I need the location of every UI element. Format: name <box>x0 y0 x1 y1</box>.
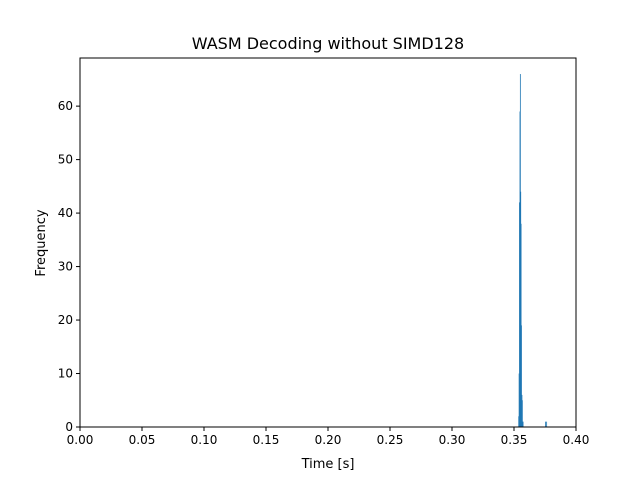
chart-title: WASM Decoding without SIMD128 <box>192 34 464 53</box>
histogram-bar <box>546 421 548 427</box>
x-axis-label: Time [s] <box>301 457 355 472</box>
y-tick-label: 10 <box>58 367 73 381</box>
y-tick-label: 60 <box>58 99 73 113</box>
x-axis-ticks: 0.00 0.05 0.10 0.15 0.20 0.25 0.30 0.35 0.40 <box>67 427 590 447</box>
x-tick-label: 0.20 <box>315 433 342 447</box>
x-tick-label: 0.35 <box>501 433 528 447</box>
y-tick-label: 40 <box>58 206 73 220</box>
y-axis-label: Frequency <box>34 209 49 276</box>
y-axis-ticks: 0 10 20 30 40 50 60 <box>58 99 80 434</box>
x-tick-label: 0.00 <box>67 433 94 447</box>
histogram-bar <box>545 421 546 427</box>
histogram-bar <box>521 325 522 427</box>
y-tick-label: 50 <box>58 153 73 167</box>
y-tick-label: 30 <box>58 260 73 274</box>
x-tick-label: 0.40 <box>563 433 590 447</box>
x-tick-label: 0.30 <box>439 433 466 447</box>
histogram-bar <box>521 400 523 427</box>
x-tick-label: 0.10 <box>191 433 218 447</box>
histogram-bars <box>518 74 548 427</box>
y-tick-label: 0 <box>65 420 73 434</box>
plot-frame <box>79 57 577 428</box>
histogram-bar <box>519 202 520 427</box>
histogram-bar <box>522 421 524 427</box>
x-tick-label: 0.15 <box>253 433 280 447</box>
x-tick-label: 0.25 <box>377 433 404 447</box>
y-tick-label: 20 <box>58 313 73 327</box>
x-tick-label: 0.05 <box>129 433 156 447</box>
